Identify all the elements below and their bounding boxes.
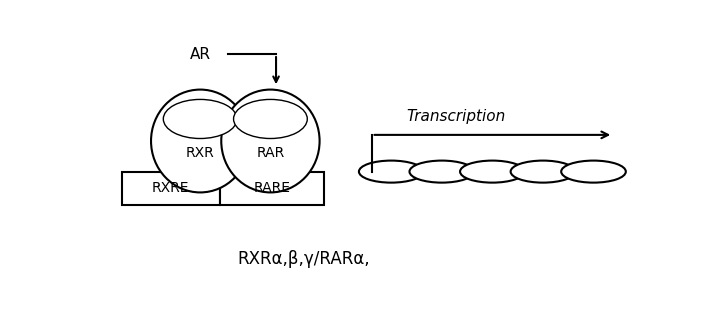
Text: RARE: RARE <box>253 181 290 195</box>
Text: RXRE: RXRE <box>152 181 189 195</box>
Ellipse shape <box>151 90 249 192</box>
Ellipse shape <box>163 100 237 139</box>
Ellipse shape <box>561 161 626 183</box>
Text: AR: AR <box>190 46 211 62</box>
Bar <box>122 172 220 205</box>
Text: RAR: RAR <box>257 146 284 160</box>
Ellipse shape <box>460 161 525 183</box>
Text: RXRα,β,γ/RARα,: RXRα,β,γ/RARα, <box>238 250 370 267</box>
Text: RXR: RXR <box>186 146 215 160</box>
Ellipse shape <box>221 90 320 192</box>
Ellipse shape <box>510 161 575 183</box>
Bar <box>220 172 324 205</box>
Ellipse shape <box>410 161 474 183</box>
Ellipse shape <box>359 161 423 183</box>
Text: Transcription: Transcription <box>406 109 505 124</box>
Ellipse shape <box>233 100 307 139</box>
